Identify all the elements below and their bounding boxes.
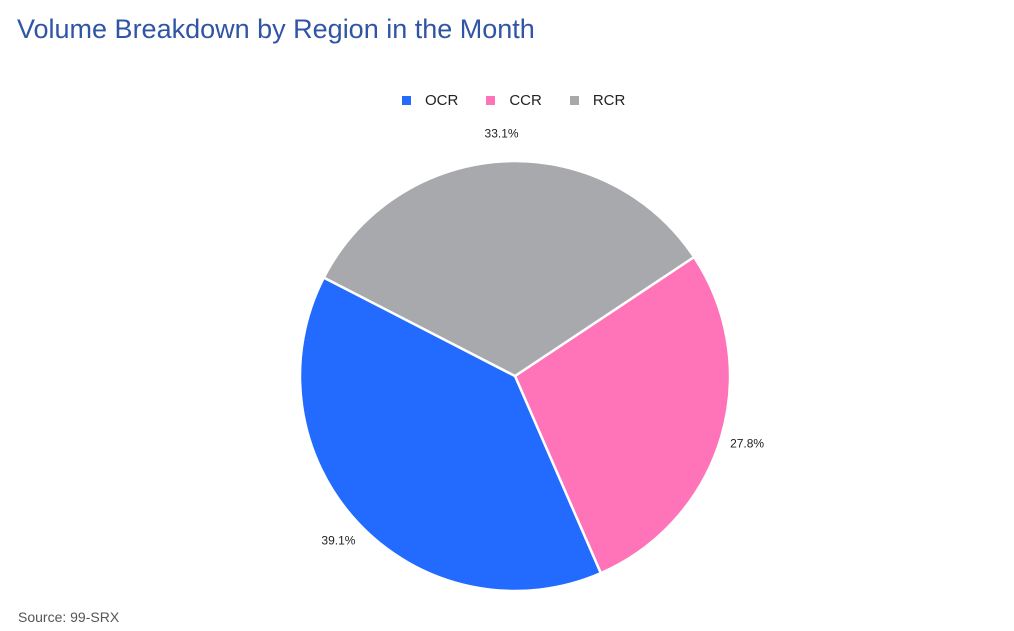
legend-label-rcr: RCR <box>592 92 626 109</box>
data-label-rcr: 33.1% <box>485 127 519 141</box>
pie-data-labels: 27.8% 39.1% 33.1% <box>321 127 764 548</box>
pie-slices <box>298 159 732 593</box>
legend-item-ccr[interactable]: CCR <box>486 92 542 109</box>
chart-legend: OCR CCR RCR <box>402 92 625 109</box>
chart-title: Volume Breakdown by Region in the Month <box>17 14 535 44</box>
legend-swatch-rcr <box>569 96 579 105</box>
legend-item-ocr[interactable]: OCR <box>402 92 458 109</box>
pie-slice-ocr[interactable] <box>298 276 603 593</box>
source-note: Source: 99-SRX <box>18 609 120 625</box>
legend-label-ccr: CCR <box>509 92 542 109</box>
legend-item-rcr[interactable]: RCR <box>569 92 626 109</box>
legend-swatch-ccr <box>486 96 496 105</box>
data-label-ocr: 39.1% <box>321 534 355 548</box>
pie-slice-ccr[interactable] <box>513 255 732 575</box>
legend-swatch-ocr <box>402 96 411 105</box>
pie-slice-rcr[interactable] <box>322 159 696 378</box>
legend-label-ocr: OCR <box>425 92 459 109</box>
data-label-ccr: 27.8% <box>730 437 764 451</box>
